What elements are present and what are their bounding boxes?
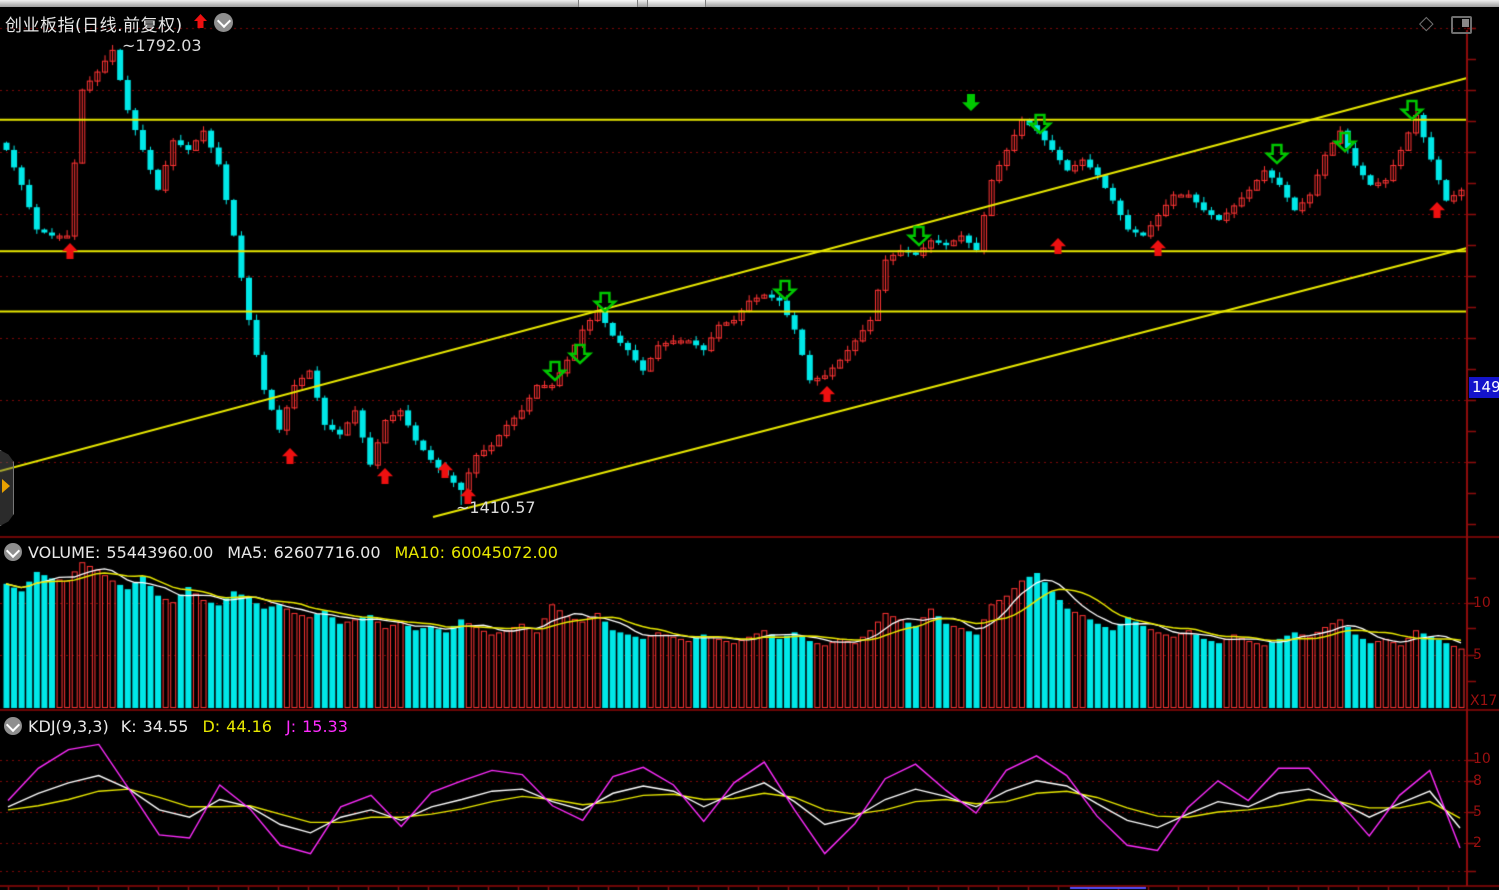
kdj-k-value: 34.55 bbox=[142, 716, 189, 736]
kdj-indicator-name[interactable]: KDJ(9,3,3) bbox=[28, 716, 109, 736]
kdj-j-value: 15.33 bbox=[302, 716, 348, 736]
triangle-right-icon bbox=[2, 479, 10, 493]
volume-ma10-value: 60045072.00 bbox=[451, 542, 558, 562]
chart-title-bar: 创业板指(日线.前复权) ◇ bbox=[0, 8, 1499, 36]
diamond-tool-icon[interactable]: ◇ bbox=[1419, 12, 1434, 34]
kdj-j-name: J: bbox=[285, 716, 297, 736]
layout-panel-icon[interactable] bbox=[1451, 16, 1472, 34]
kdj-panel-header: KDJ(9,3,3) K: 34.55 D: 44.16 J: 15.33 bbox=[4, 715, 348, 737]
chevron-down-icon bbox=[5, 543, 21, 558]
chevron-down-icon bbox=[5, 717, 21, 732]
volume-ma10-name: MA10: bbox=[394, 542, 446, 562]
volume-indicator-name[interactable]: VOLUME: bbox=[28, 542, 101, 562]
toolbar-segment[interactable] bbox=[647, 0, 706, 7]
toolbar-segment[interactable] bbox=[578, 0, 638, 7]
trend-up-icon bbox=[193, 14, 208, 33]
current-price-tag: 149 bbox=[1469, 377, 1499, 398]
volume-axis-scale-label: X17 bbox=[1470, 693, 1498, 709]
kdj-axis-label-20: 2 bbox=[1473, 835, 1482, 851]
kdj-k-name: K: bbox=[120, 716, 137, 736]
low-price-annotation: ~1410.57 bbox=[456, 498, 536, 517]
volume-ma5-name: MA5: bbox=[227, 542, 268, 562]
volume-axis-label-100: 10 bbox=[1473, 595, 1491, 611]
kdj-axis-label-80: 8 bbox=[1473, 773, 1482, 789]
volume-panel-header: VOLUME: 55443960.00 MA5: 62607716.00 MA1… bbox=[4, 541, 558, 563]
high-price-annotation: ~1792.03 bbox=[122, 36, 202, 55]
kdj-d-value: 44.16 bbox=[226, 716, 272, 736]
window-top-strip bbox=[0, 0, 1499, 7]
volume-value: 55443960.00 bbox=[106, 542, 214, 562]
collapse-kdj-panel-button[interactable] bbox=[4, 717, 22, 735]
kdj-axis-label-50: 5 bbox=[1473, 804, 1482, 820]
collapse-main-chart-button[interactable] bbox=[214, 13, 233, 32]
kdj-d-name: D: bbox=[202, 716, 221, 736]
volume-axis-label-50: 5 bbox=[1473, 647, 1482, 663]
kdj-axis-label-100: 10 bbox=[1473, 751, 1491, 767]
chevron-down-icon bbox=[216, 13, 231, 29]
volume-ma5-value: 62607716.00 bbox=[273, 542, 381, 562]
security-title[interactable]: 创业板指(日线.前复权) bbox=[5, 16, 183, 36]
sidebar-expand-handle[interactable] bbox=[0, 450, 14, 526]
collapse-volume-panel-button[interactable] bbox=[4, 543, 22, 561]
